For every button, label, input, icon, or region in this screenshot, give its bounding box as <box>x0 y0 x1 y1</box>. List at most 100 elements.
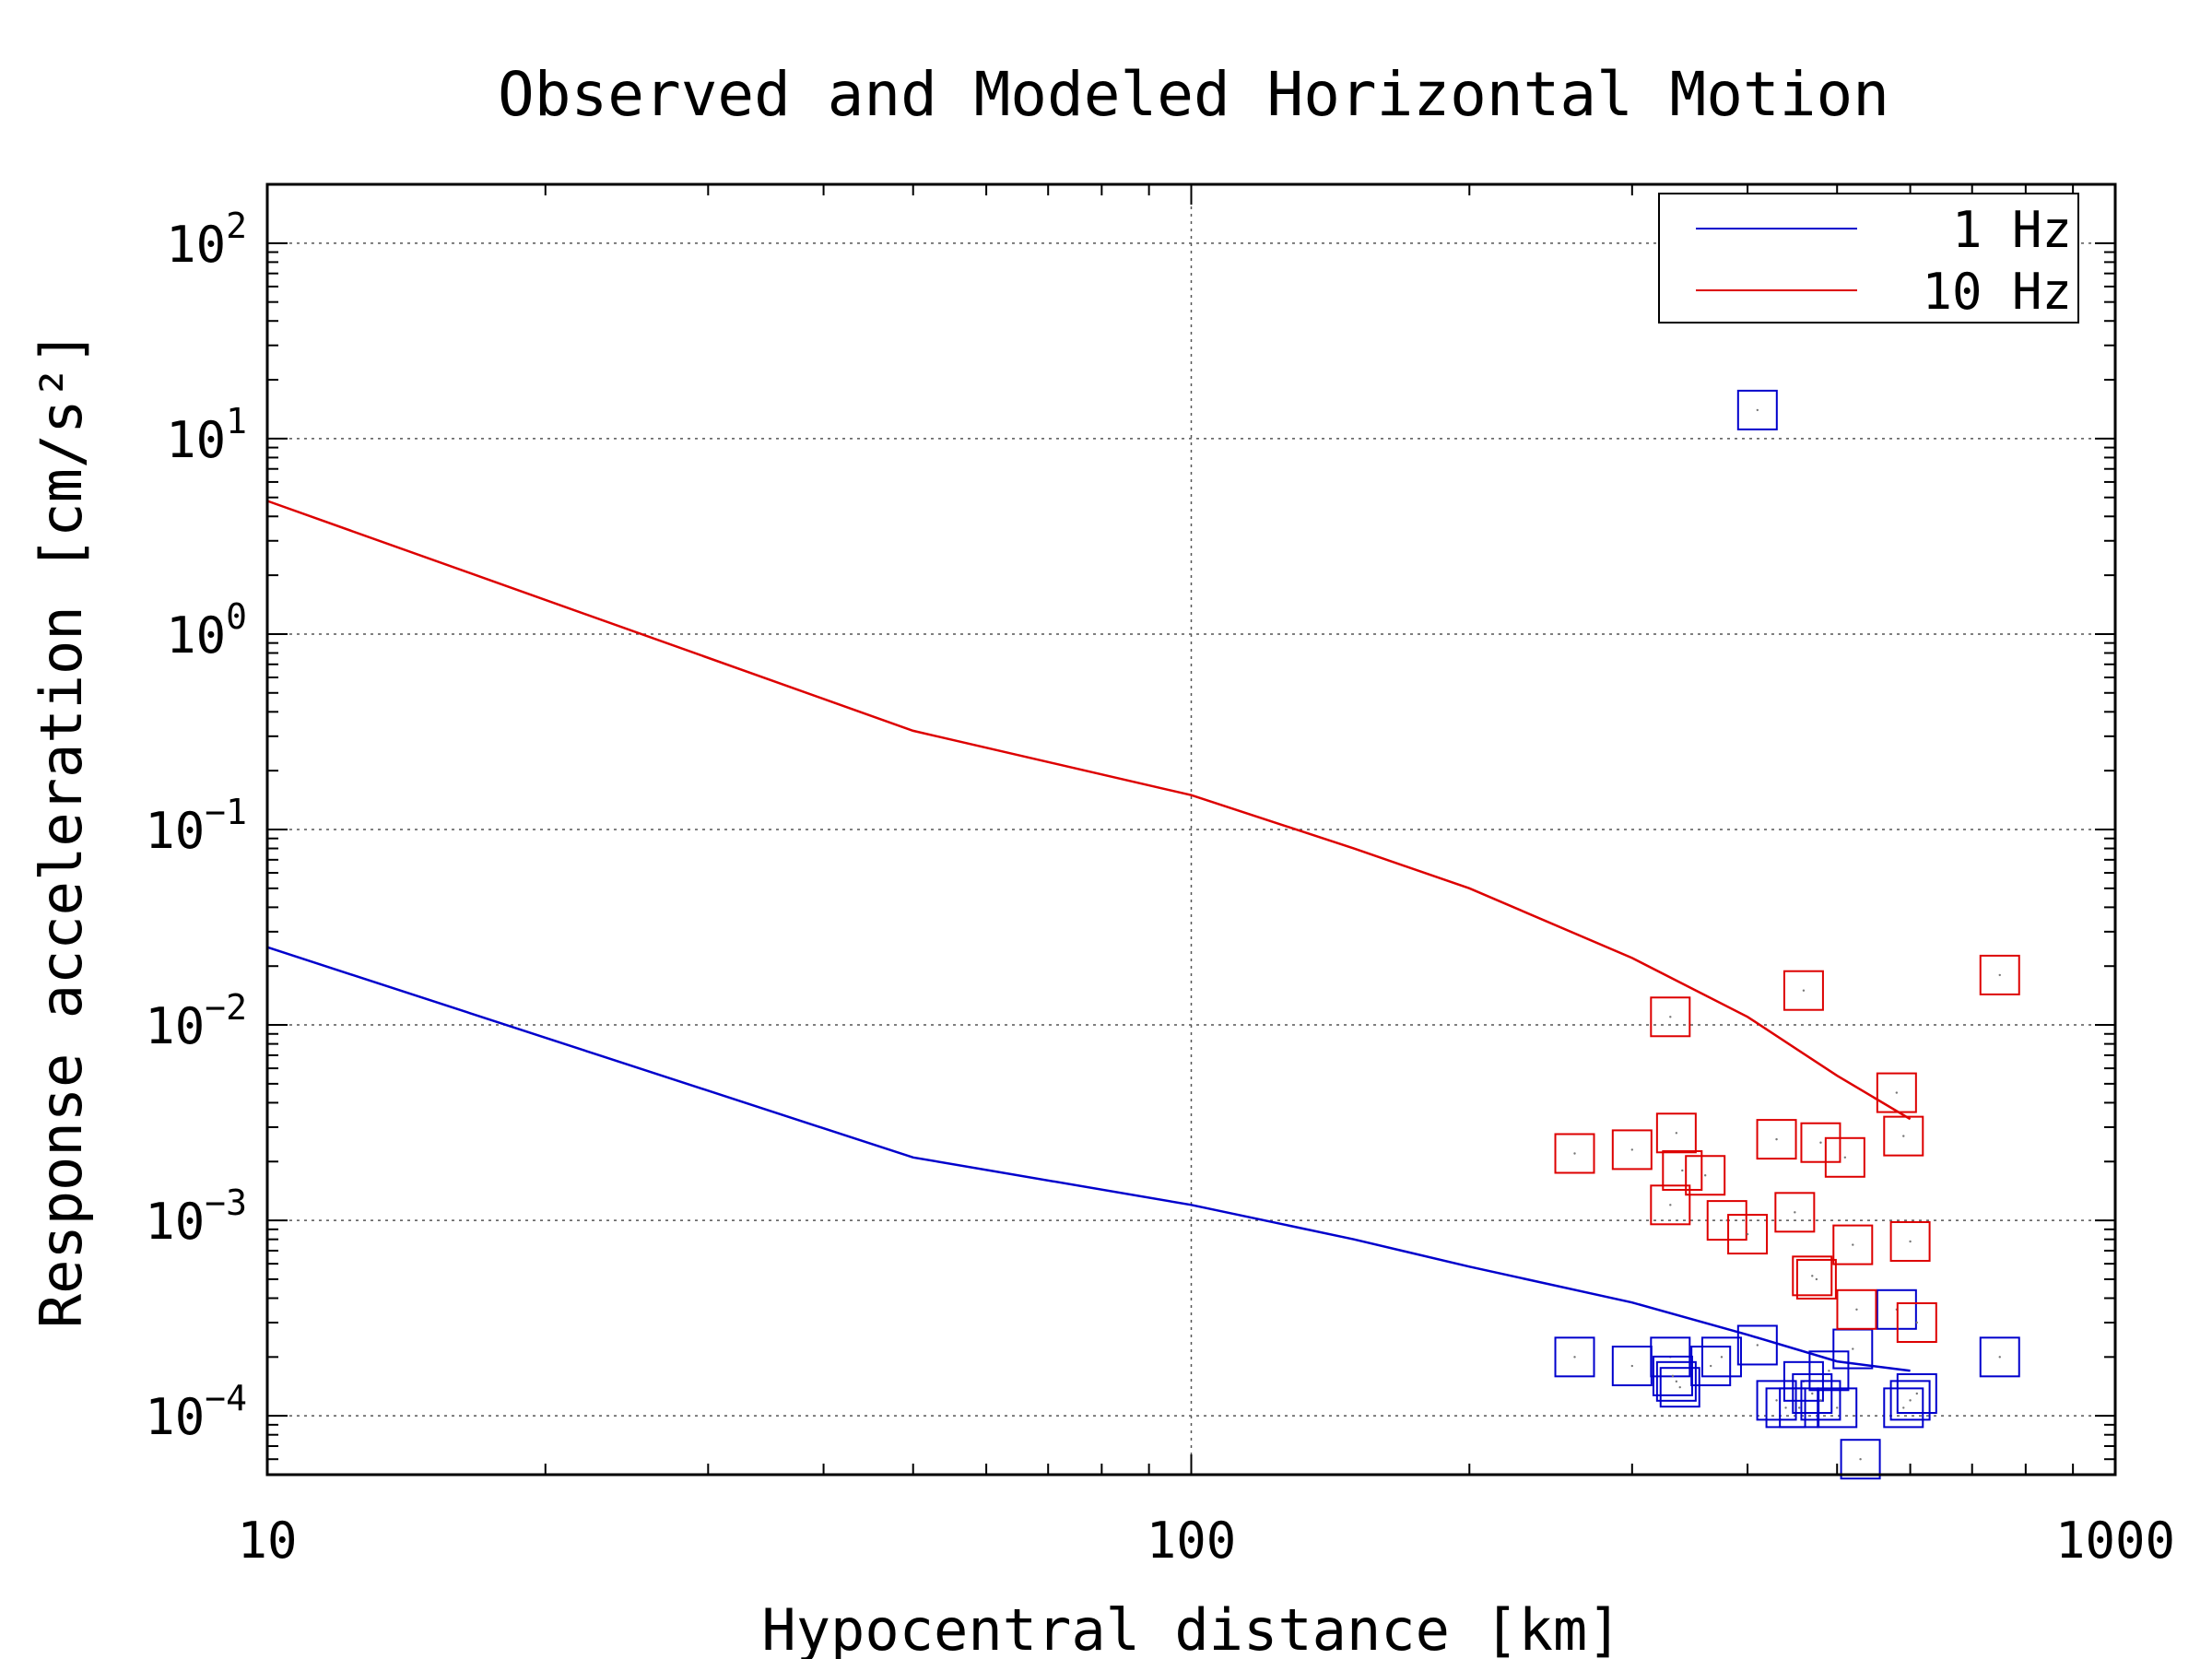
observed-point-10hz <box>1795 1258 1837 1300</box>
y-tick-base: 10 <box>145 802 205 860</box>
x-tick-label: 1000 <box>2055 1512 2175 1570</box>
observed-point-center <box>1815 1277 1818 1281</box>
legend-box <box>1658 193 2079 324</box>
y-tick-exponent: 2 <box>226 206 247 246</box>
observed-point-center <box>1843 1156 1847 1159</box>
series-line-1hz <box>266 946 1911 1372</box>
y-tick-label: 10−4 <box>145 1378 247 1446</box>
observed-point-10hz <box>1650 996 1691 1038</box>
observed-point-center <box>1998 973 2001 977</box>
observed-point-center <box>1811 1275 1814 1277</box>
observed-point-center <box>1915 1321 1918 1324</box>
y-tick-exponent: −1 <box>205 792 247 832</box>
series-layer <box>266 500 1912 1372</box>
observed-point-center <box>1671 1374 1675 1378</box>
observed-point-10hz <box>1889 1220 1931 1262</box>
x-tick-label: 10 <box>237 1512 297 1570</box>
legend-label-10hz: 10 Hz <box>1922 263 2072 321</box>
observed-point-10hz <box>1800 1122 1841 1163</box>
observed-point-center <box>1630 1148 1634 1151</box>
observed-point-10hz <box>1774 1192 1816 1233</box>
observed-point-center <box>1573 1356 1576 1359</box>
observed-point-center <box>1797 1406 1801 1409</box>
y-tick-exponent: 0 <box>226 596 247 637</box>
observed-point-center <box>1573 1152 1576 1155</box>
observed-point-1hz <box>1736 389 1778 430</box>
observed-point-center <box>1669 1016 1672 1018</box>
observed-point-center <box>1669 1204 1672 1206</box>
observed-point-center <box>1746 1232 1749 1236</box>
marker-layer <box>1554 207 2020 1480</box>
y-tick-exponent: −2 <box>205 987 247 1028</box>
observed-point-center <box>1802 989 1806 992</box>
series-line-10hz <box>266 500 1912 1121</box>
legend-label-1hz: 1 Hz <box>1952 201 2072 259</box>
observed-point-center <box>1828 1370 1830 1372</box>
observed-point-center <box>1756 408 1759 412</box>
observed-point-1hz <box>1840 1439 1881 1480</box>
observed-point-1hz <box>1700 1336 1742 1378</box>
observed-point-1hz <box>1817 1387 1858 1429</box>
observed-point-10hz <box>1756 1119 1797 1160</box>
observed-point-10hz <box>1650 1184 1691 1226</box>
observed-point-1hz <box>1736 1324 1778 1366</box>
y-axis-label: Response acceleration [cm/s²] <box>28 331 95 1329</box>
observed-point-center <box>1720 1356 1724 1359</box>
observed-point-center <box>1852 1243 1854 1246</box>
observed-point-10hz <box>1655 1112 1697 1154</box>
observed-point-10hz <box>1662 1149 1703 1191</box>
legend: 1 Hz 10 Hz <box>1658 193 2079 324</box>
observed-point-1hz <box>1655 1360 1697 1402</box>
observed-point-center <box>1675 1132 1678 1135</box>
observed-point-center <box>1902 1135 1905 1137</box>
observed-point-center <box>1811 1392 1814 1395</box>
observed-point-center <box>1859 1458 1862 1461</box>
observed-point-10hz <box>1685 1155 1726 1196</box>
observed-point-center <box>1902 1406 1905 1409</box>
observed-point-center <box>1678 1385 1681 1389</box>
y-tick-base: 10 <box>166 606 226 665</box>
y-tick-label: 10−3 <box>145 1182 247 1251</box>
x-axis-label: Hypocentral distance [km] <box>761 1596 1621 1659</box>
x-tick-label: 100 <box>1147 1512 1237 1570</box>
observed-point-center <box>1819 1399 1822 1402</box>
y-tick-base: 10 <box>166 216 226 274</box>
observed-point-center <box>1855 1308 1858 1311</box>
observed-point-10hz <box>1706 1200 1747 1241</box>
observed-point-center <box>1909 1240 1912 1243</box>
observed-point-10hz <box>1883 1115 1924 1157</box>
observed-point-center <box>1775 1399 1778 1402</box>
observed-point-10hz <box>1783 970 1824 1011</box>
observed-point-center <box>1630 1364 1634 1368</box>
observed-point-center <box>1895 1091 1899 1094</box>
grid-layer <box>267 184 2115 1475</box>
observed-point-center <box>1852 1347 1854 1350</box>
observed-point-1hz <box>1690 1346 1732 1387</box>
y-tick-base: 10 <box>145 1193 205 1251</box>
observed-point-10hz <box>1611 1129 1653 1171</box>
y-tick-base: 10 <box>145 1388 205 1446</box>
y-tick-exponent: −3 <box>205 1182 247 1223</box>
observed-point-center <box>1794 1211 1796 1214</box>
observed-point-1hz <box>1896 1373 1937 1415</box>
observed-point-center <box>1819 1141 1822 1144</box>
observed-point-1hz <box>1659 1367 1700 1408</box>
observed-point-10hz <box>1876 1072 1917 1113</box>
observed-point-1hz <box>1883 1387 1924 1429</box>
observed-point-center <box>1915 1392 1918 1395</box>
observed-point-1hz <box>1554 1336 1595 1378</box>
observed-point-center <box>1836 1406 1839 1409</box>
observed-point-center <box>1756 1344 1759 1347</box>
observed-point-1hz <box>1889 1380 1931 1421</box>
y-tick-label: 100 <box>166 596 247 665</box>
y-tick-base: 10 <box>166 411 226 469</box>
observed-point-10hz <box>1832 1224 1874 1265</box>
observed-point-10hz <box>1554 1133 1595 1174</box>
observed-point-10hz <box>1727 1214 1769 1255</box>
observed-point-center <box>1775 1137 1778 1141</box>
x-tick-labels: 10 100 1000 <box>237 1512 2175 1570</box>
y-tick-base: 10 <box>145 997 205 1055</box>
